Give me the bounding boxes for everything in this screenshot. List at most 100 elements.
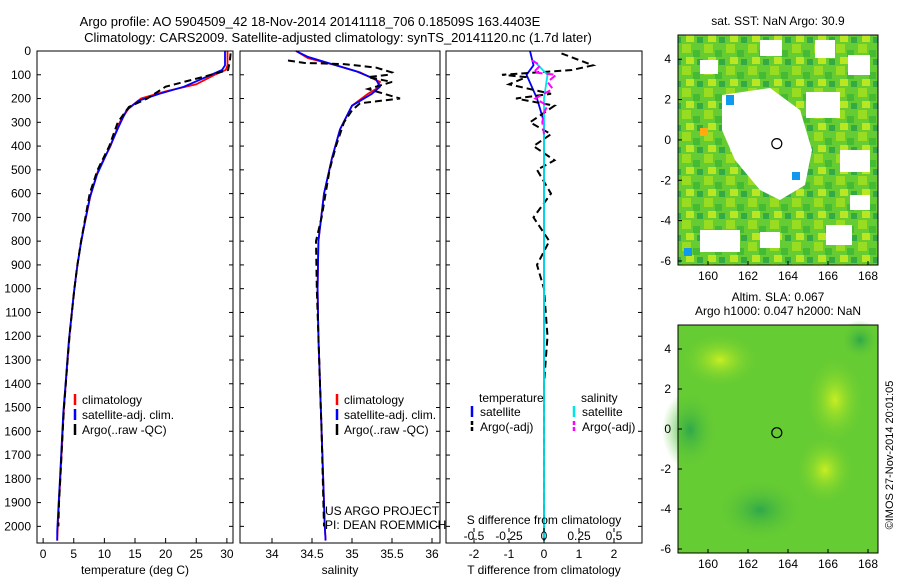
x-tick-label: 15 — [128, 547, 142, 561]
y-tick-label: -4 — [660, 214, 671, 228]
map-title: sat. SST: NaN Argo: 30.9 — [711, 14, 845, 28]
s-tick-label: 0.25 — [567, 529, 591, 543]
y-tick-label: 2 — [664, 93, 671, 107]
y-tick-label: 4 — [664, 342, 671, 356]
y-tick-label: 2 — [664, 382, 671, 396]
sst-cool-patch — [684, 248, 692, 256]
legend-title-salinity: salinity — [581, 391, 618, 405]
s-difference-axis-label: S difference from climatology — [467, 513, 622, 527]
y-tick-label: 1300 — [4, 353, 31, 367]
x-tick-label: 20 — [159, 547, 173, 561]
temperature-plot-frame — [36, 50, 234, 544]
map-title: Altim. SLA: 0.067 — [732, 290, 825, 304]
s-tick-label: -0.25 — [495, 529, 523, 543]
sla-low-anomaly — [715, 478, 805, 542]
x-tick-label: 164 — [778, 557, 798, 571]
series-line-differences-3 — [531, 59, 559, 135]
y-tick-label: 0 — [664, 133, 671, 147]
x-tick-label: 164 — [778, 269, 798, 283]
difference-panel: -2 -1 0 1 2 T difference from climatology temp… — [445, 50, 643, 577]
sla-map-panel: 160 162 164 166 168 -6 -4 -2 0 2 4 Altim. SLA: 0.06… — [660, 290, 880, 571]
x-tick-label: 166 — [818, 269, 838, 283]
legend-label: satellite — [480, 405, 521, 419]
series-line-temperature-1 — [56, 51, 226, 541]
x-axis-label: salinity — [322, 563, 359, 577]
series-line-temperature-0 — [56, 51, 229, 541]
x-axis-label: temperature (deg C) — [81, 563, 189, 577]
legend-label: satellite — [582, 405, 623, 419]
x-tick-label: 162 — [738, 269, 758, 283]
legend-label: Argo(..raw -QC) — [82, 423, 167, 437]
y-tick-label: 200 — [11, 92, 31, 106]
x-tick-label: -1 — [504, 547, 515, 561]
argo-float-marker — [771, 427, 783, 439]
x-tick-label: 5 — [70, 547, 77, 561]
x-tick-label: -2 — [469, 547, 480, 561]
y-tick-label: 300 — [11, 115, 31, 129]
x-tick-label: 36 — [425, 547, 439, 561]
y-tick-label: 400 — [11, 139, 31, 153]
salinity-plot-frame — [239, 50, 441, 544]
y-tick-label: 1200 — [4, 329, 31, 343]
legend-label: Argo(-adj) — [582, 420, 635, 434]
x-tick-label: 10 — [98, 547, 112, 561]
salinity-panel: 34 34.5 35 35.5 36 salinity climatologysatelli… — [239, 50, 441, 577]
s-tick-label: -0.5 — [464, 529, 485, 543]
legend-label: climatology — [82, 393, 142, 407]
argo-float-marker — [771, 138, 783, 150]
timestamp-label: ©IMOS 27-Nov-2014 20:01:05 — [884, 381, 896, 530]
sla-low-anomaly — [840, 320, 880, 360]
x-tick-label: 30 — [220, 547, 234, 561]
legend-label: Argo(..raw -QC) — [344, 423, 429, 437]
y-tick-label: -4 — [660, 502, 671, 516]
x-tick-label: 0 — [541, 547, 548, 561]
s-tick-label: 0 — [541, 529, 548, 543]
y-tick-label: 1600 — [4, 424, 31, 438]
x-tick-label: 162 — [738, 557, 758, 571]
x-axis-label: T difference from climatology — [467, 563, 621, 577]
y-tick-label: 0 — [24, 44, 31, 58]
sst_map-frame — [677, 34, 879, 266]
x-tick-label: 168 — [858, 557, 878, 571]
x-tick-label: 168 — [858, 269, 878, 283]
sst-map-panel: 160 162 164 166 168 -6 -4 -2 0 2 4 sat. SST: NaN Ar… — [660, 14, 879, 283]
x-tick-label: 25 — [190, 547, 204, 561]
y-tick-label: 1000 — [4, 282, 31, 296]
x-tick-label: 160 — [698, 269, 718, 283]
x-tick-label: 166 — [818, 557, 838, 571]
y-tick-label: 800 — [11, 234, 31, 248]
y-tick-label: 500 — [11, 163, 31, 177]
sla-low-anomaly — [662, 390, 718, 470]
y-tick-label: 600 — [11, 187, 31, 201]
x-tick-label: 34 — [265, 547, 279, 561]
legend-label: climatology — [344, 393, 404, 407]
temperature-panel: 0 5 10 15 20 25 30 temperature (deg C) 0 100 200 30… — [4, 44, 234, 577]
x-tick-label: 2 — [611, 547, 618, 561]
x-tick-label: 34.5 — [300, 547, 324, 561]
series-line-salinity-2 — [287, 59, 401, 527]
y-tick-label: -6 — [660, 254, 671, 268]
legend-label: satellite-adj. clim. — [344, 408, 436, 422]
sla-high-anomaly — [795, 435, 855, 505]
project-note-line2: PI: DEAN ROEMMICH — [325, 518, 446, 532]
figure-title-line2: Climatology: CARS2009. Satellite-adjuste… — [84, 30, 592, 45]
sst-warm-patch — [700, 128, 708, 136]
sla_map-frame — [677, 324, 879, 554]
y-tick-label: 700 — [11, 210, 31, 224]
sla-high-anomaly — [680, 332, 760, 388]
y-tick-label: -6 — [660, 542, 671, 556]
series-line-differences-2 — [532, 59, 549, 541]
series-line-salinity-1 — [295, 50, 382, 541]
y-tick-label: 100 — [11, 68, 31, 82]
x-tick-label: 35.5 — [380, 547, 404, 561]
s-tick-label: 0.5 — [606, 529, 623, 543]
y-tick-label: 1700 — [4, 448, 31, 462]
y-tick-label: -2 — [660, 173, 671, 187]
y-tick-label: 0 — [664, 422, 671, 436]
y-tick-label: -2 — [660, 462, 671, 476]
x-tick-label: 0 — [40, 547, 47, 561]
sla-high-anomaly — [805, 355, 865, 445]
map-subtitle: Argo h1000: 0.047 h2000: NaN — [695, 304, 861, 318]
legend-label: Argo(-adj) — [480, 420, 533, 434]
y-tick-label: 1500 — [4, 401, 31, 415]
